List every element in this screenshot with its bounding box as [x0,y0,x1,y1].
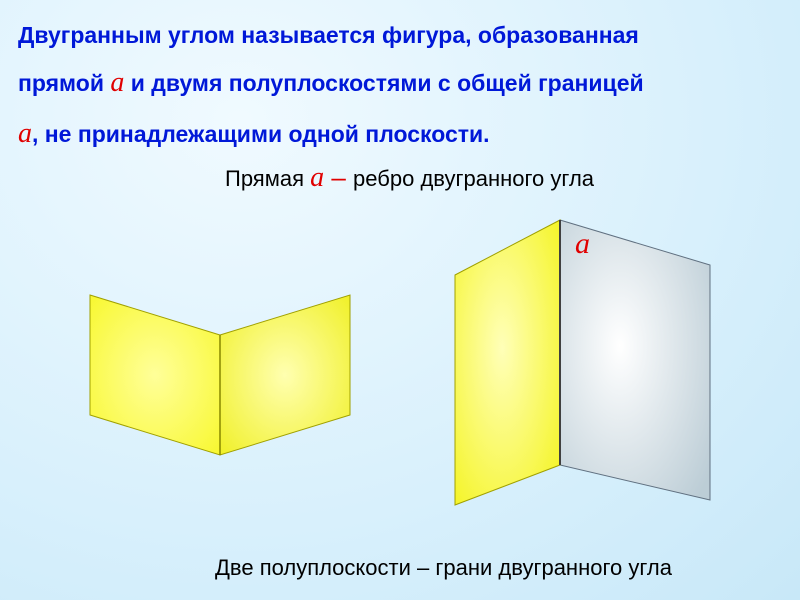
def-part1: Двугранным углом называется фигура, обра… [18,22,639,48]
def-var1: a [110,67,124,98]
def-part2b: и двумя полуплоскостями с общей границей [124,70,643,96]
faces-label: Две полуплоскости – грани двугранного уг… [215,555,672,581]
edge-var: a [310,162,324,193]
def-part2a: прямой [18,70,110,96]
yellow-face [455,220,560,505]
def-var2: a [18,118,32,149]
edge-suffix: ребро двугранного угла [353,166,594,191]
left-face [90,295,220,455]
edge-label: Прямая a – ребро двугранного угла [225,162,594,194]
definition-block: Двугранным углом называется фигура, обра… [18,14,782,160]
grey-face [560,220,710,500]
label-a: a [575,227,590,261]
diagram-left [60,245,370,465]
edge-dash: – [324,162,353,192]
def-part3: , не принадлежащими одной плоскости. [32,121,490,147]
diagram-right [400,195,740,515]
edge-prefix: Прямая [225,166,310,191]
right-face [220,295,350,455]
